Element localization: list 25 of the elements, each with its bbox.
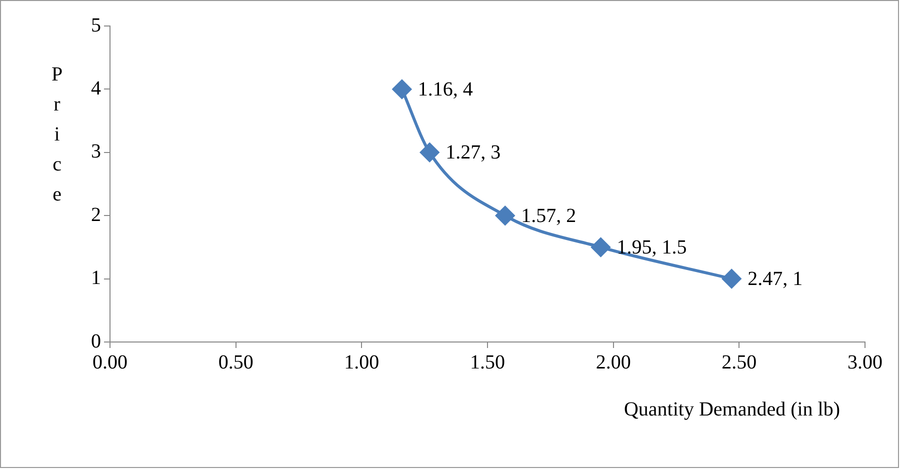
x-axis-title: Quantity Demanded (in lb) <box>624 398 840 420</box>
point <box>420 142 440 162</box>
y-tick-label: 5 <box>91 14 101 36</box>
x-tick-label: 0.00 <box>92 351 128 374</box>
y-tick-label: 3 <box>91 140 101 163</box>
x-tick-label: 1.00 <box>344 351 380 374</box>
data-label: 1.57, 2 <box>521 204 576 227</box>
x-tick-label: 1.50 <box>470 351 505 374</box>
y-tick-label: 2 <box>91 204 101 226</box>
data-label: 1.27, 3 <box>446 142 501 164</box>
data-label: 2.47, 1 <box>748 268 803 290</box>
data-label: 1.95, 1.5 <box>616 236 687 258</box>
point <box>591 238 610 257</box>
y-tick-label: 4 <box>91 77 101 100</box>
y-tick-label: 0 <box>91 330 101 352</box>
x-tick-label: 0.50 <box>218 351 254 374</box>
point <box>722 269 742 288</box>
y-axis-title: Price <box>51 63 63 206</box>
x-tick-label: 2.50 <box>722 351 757 374</box>
point <box>496 206 515 226</box>
y-tick-label: 1 <box>91 267 101 290</box>
point <box>392 80 412 99</box>
x-tick-label: 2.00 <box>596 351 631 374</box>
x-tick-label: 3.00 <box>848 351 882 374</box>
data-label: 1.16, 4 <box>418 78 473 100</box>
